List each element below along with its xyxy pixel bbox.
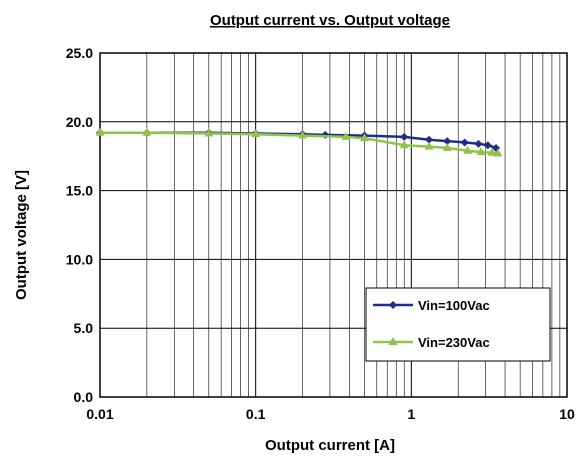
legend-label-100vac: Vin=100Vac: [418, 298, 490, 313]
legend: Vin=100Vac Vin=230Vac: [365, 287, 551, 362]
y-tick-label: 20.0: [66, 114, 93, 130]
y-tick-label: 15.0: [66, 183, 93, 199]
data-point-series-1: [460, 138, 469, 147]
plot-area: [99, 52, 568, 398]
x-tick-labels: 0.01 0.1 1 10: [86, 406, 575, 422]
data-point-series-2: [298, 130, 308, 139]
x-tick-label: 0.01: [86, 406, 113, 422]
x-tick-label: 10: [559, 406, 575, 422]
data-point-series-2: [493, 148, 503, 157]
data-point-series-2: [359, 133, 369, 142]
series-line-2: [100, 131, 499, 155]
chart-title: Output current vs. Output voltage: [210, 12, 450, 29]
data-point-series-1: [400, 132, 409, 141]
data-point-series-2: [442, 142, 452, 151]
y-tick-label: 25.0: [66, 45, 93, 61]
data-point-series-2: [424, 141, 434, 150]
data-point-series-2: [341, 131, 351, 140]
data-point-series-2: [95, 127, 105, 136]
data-point-series-2: [463, 145, 473, 154]
y-tick-label: 5.0: [74, 320, 94, 336]
legend-label-230vac: Vin=230Vac: [418, 335, 490, 350]
data-point-series-2: [476, 147, 486, 156]
data-point-series-2: [487, 147, 497, 156]
y-tick-label: 10.0: [66, 251, 93, 267]
x-tick-label: 1: [407, 406, 415, 422]
data-point-series-2: [142, 127, 152, 136]
y-tick-label: 0.0: [74, 389, 94, 405]
series-layer: [95, 127, 503, 157]
x-tick-label: 0.1: [246, 406, 266, 422]
x-axis-label: Output current [A]: [265, 437, 395, 454]
data-point-series-2: [204, 128, 214, 137]
data-point-series-1: [443, 137, 452, 146]
data-point-series-1: [474, 139, 483, 148]
data-point-series-2: [399, 140, 409, 149]
legend-marker-230vac: [388, 337, 398, 345]
y-axis-label: Output voltage [V]: [13, 170, 30, 300]
legend-marker-100vac: [389, 301, 397, 309]
data-point-series-2: [251, 129, 261, 138]
y-tick-labels: 0.0 5.0 10.0 15.0 20.0 25.0: [66, 45, 93, 405]
data-point-series-1: [425, 135, 434, 144]
data-point-series-1: [321, 130, 330, 139]
data-point-series-1: [483, 141, 492, 150]
